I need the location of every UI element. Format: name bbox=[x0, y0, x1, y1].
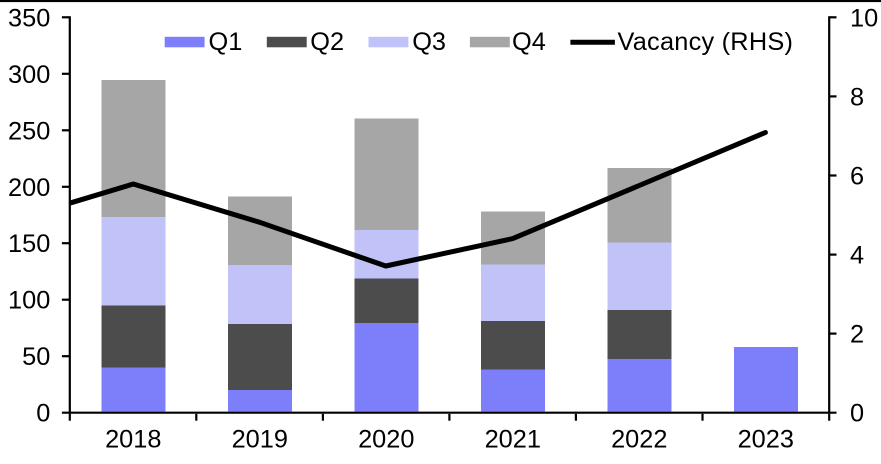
svg-text:2: 2 bbox=[850, 321, 864, 349]
svg-text:150: 150 bbox=[8, 230, 50, 258]
svg-text:300: 300 bbox=[8, 61, 50, 89]
svg-text:6: 6 bbox=[850, 163, 864, 191]
svg-text:0: 0 bbox=[36, 400, 50, 428]
svg-text:Q1: Q1 bbox=[209, 28, 243, 56]
svg-text:Q2: Q2 bbox=[310, 28, 344, 56]
svg-text:Vacancy (RHS): Vacancy (RHS) bbox=[618, 28, 794, 56]
svg-text:250: 250 bbox=[8, 117, 50, 145]
svg-text:50: 50 bbox=[22, 343, 50, 371]
svg-text:350: 350 bbox=[8, 4, 50, 32]
svg-text:200: 200 bbox=[8, 174, 50, 202]
svg-text:Q4: Q4 bbox=[512, 28, 546, 56]
svg-text:2023: 2023 bbox=[738, 426, 794, 454]
svg-text:4: 4 bbox=[850, 242, 864, 270]
svg-text:0: 0 bbox=[850, 400, 864, 428]
svg-text:2020: 2020 bbox=[358, 426, 414, 454]
svg-text:2019: 2019 bbox=[232, 426, 288, 454]
svg-text:2021: 2021 bbox=[485, 426, 541, 454]
svg-text:2018: 2018 bbox=[105, 426, 161, 454]
svg-text:Q3: Q3 bbox=[412, 28, 446, 56]
svg-text:8: 8 bbox=[850, 83, 864, 111]
svg-text:10: 10 bbox=[850, 4, 878, 32]
svg-text:2022: 2022 bbox=[611, 426, 667, 454]
svg-text:100: 100 bbox=[8, 287, 50, 315]
